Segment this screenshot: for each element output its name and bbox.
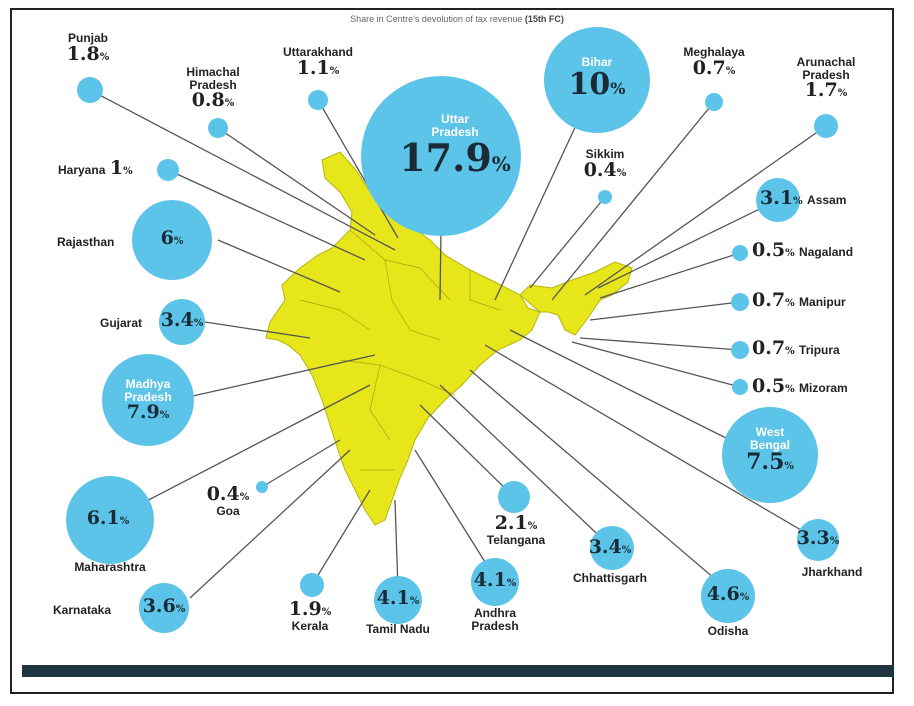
state-borders [299, 229, 501, 471]
bubble-gujarat [159, 299, 205, 345]
label-tamilnadu-value: 4.1% [376, 587, 420, 609]
label-up: Uttar Pradesh 17.9% [399, 112, 511, 181]
bubble-arunachal [814, 114, 838, 138]
label-gujarat-value: 3.4% [160, 309, 204, 331]
label-rajasthan-value: 6% [160, 227, 184, 249]
label-jharkhand-name: Jharkhand [801, 565, 863, 579]
label-chhattisgarh-value: 3.4% [588, 536, 632, 558]
label-arunachal: Arunachal Pradesh 1.7% [796, 55, 856, 102]
bubble-assam [756, 178, 800, 222]
label-tripura: 0.7% Tripura [752, 337, 840, 359]
bubble-maharashtra [66, 476, 154, 564]
bubble-himachal [208, 118, 228, 138]
bubble-odisha [701, 569, 755, 623]
label-odisha-name: Odisha [707, 624, 749, 638]
bubble-mp [102, 354, 194, 446]
label-maharashtra-value: 6.1% [86, 507, 130, 529]
bubble-andhra [471, 558, 519, 606]
label-karnataka-name: Karnataka [53, 603, 112, 617]
bubble-punjab [77, 77, 103, 103]
label-odisha-value: 4.6% [706, 583, 750, 605]
bubble-jharkhand [797, 519, 839, 561]
bubble-sikkim [598, 190, 612, 204]
bubble-mizoram [732, 379, 748, 395]
bubble-westbengal [722, 407, 818, 503]
bubble-rajasthan [132, 200, 212, 280]
bubble-bihar [544, 27, 650, 133]
label-meghalaya: Meghalaya 0.7% [683, 45, 745, 79]
label-chhattisgarh-name: Chhattisgarh [572, 571, 648, 585]
bubble-goa [256, 481, 268, 493]
label-nagaland: 0.5% Nagaland [752, 239, 854, 261]
label-mizoram: 0.5% Mizoram [752, 375, 848, 397]
label-jharkhand-value: 3.3% [796, 527, 840, 549]
label-manipur: 0.7% Manipur [752, 289, 846, 311]
label-westbengal: West Bengal 7.5% [746, 425, 794, 476]
label-tamilnadu-name: Tamil Nadu [366, 622, 430, 636]
label-kerala: 1.9% Kerala [288, 598, 332, 633]
bubble-meghalaya [705, 93, 723, 111]
label-haryana: Haryana 1% [58, 157, 133, 179]
label-himachal: Himachal Pradesh 0.8% [186, 65, 240, 112]
label-maharashtra-name: Maharashtra [74, 560, 146, 574]
label-karnataka-value: 3.6% [142, 595, 186, 617]
bubble-kerala [300, 573, 324, 597]
label-bihar: Bihar 10% [568, 55, 626, 102]
bubble-nagaland [732, 245, 748, 261]
bubble-tripura [731, 341, 749, 359]
label-mp: Madhya Pradesh 7.9% [124, 377, 172, 424]
label-goa: 0.4% Goa [206, 483, 250, 518]
label-uttarakhand: Uttarakhand 1.1% [282, 45, 354, 79]
bubble-tamilnadu [374, 576, 422, 624]
value-bubbles [66, 27, 839, 633]
bubble-uttarakhand [308, 90, 328, 110]
bubble-karnataka [139, 583, 189, 633]
bubble-chhattisgarh [590, 526, 634, 570]
bubble-haryana [157, 159, 179, 181]
northeast-shape [519, 261, 633, 336]
label-sikkim: Sikkim 0.4% [583, 147, 627, 181]
bubble-up [361, 76, 521, 236]
leader-lines [89, 79, 827, 599]
bottom-bar [22, 665, 894, 677]
label-punjab: Punjab 1.8% [66, 31, 110, 65]
label-assam: 3.1% Assam [760, 187, 847, 209]
label-gujarat-name: Gujarat [100, 316, 143, 330]
label-andhra-name: Andhra Pradesh [471, 606, 519, 633]
bubble-manipur [731, 293, 749, 311]
bubble-telangana [498, 481, 530, 513]
india-mainland-shape [265, 151, 541, 526]
label-telangana: 2.1% Telangana [486, 512, 546, 547]
chart-title: Share in Centre's devolution of tax reve… [350, 14, 564, 24]
label-andhra-value: 4.1% [473, 569, 517, 591]
label-rajasthan-name: Rajasthan [57, 235, 115, 249]
